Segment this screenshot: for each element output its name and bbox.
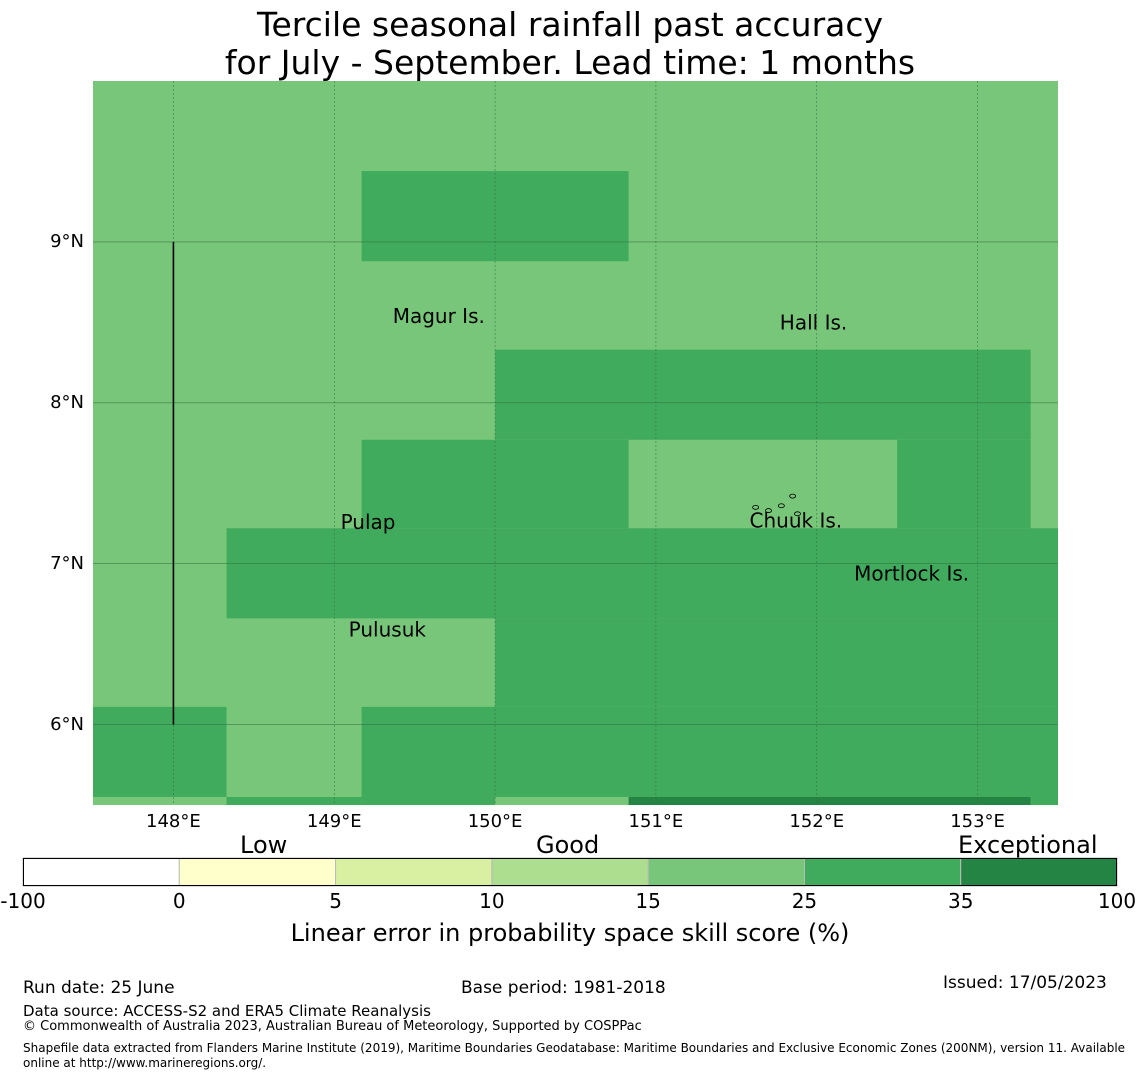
skill-region [93, 706, 227, 797]
longitude-tick-label: 149°E [306, 811, 362, 832]
colorbar-tick-label: -100 [0, 889, 46, 913]
latitude-tick-label: 9°N [50, 230, 84, 252]
skill-region [361, 439, 496, 529]
place-label: Pulap [341, 510, 396, 534]
longitude-tick-label: 148°E [146, 811, 201, 832]
longitude-tick-label: 152°E [789, 811, 845, 832]
skill-region [361, 171, 629, 262]
data-source: Data source: ACCESS-S2 and ERA5 Climate … [23, 1002, 431, 1020]
longitude-tick-label: 153°E [950, 811, 1005, 832]
colorbar-tick-label: 100 [1097, 889, 1137, 913]
skill-region [495, 618, 1058, 707]
colorbar-tick-label: 15 [635, 889, 661, 913]
run-date: Run date: 25 June [23, 978, 175, 998]
island-outline [794, 511, 801, 517]
skill-map: Magur Is. Hall Is. Pulap Chuuk Is. Mortlock … [93, 81, 1058, 805]
island-outline [752, 504, 760, 510]
colorbar-segment [22, 857, 180, 887]
skill-region [495, 439, 629, 529]
skill-region [495, 349, 1031, 440]
colorbar-segment [335, 857, 493, 887]
category-exceptional-label: Exceptional [958, 831, 1098, 859]
place-label: Magur Is. [393, 304, 485, 328]
colorbar-tick-label: 35 [947, 889, 974, 913]
colorbar-label: Linear error in probability space skill … [290, 919, 850, 947]
colorbar-tick-label: 25 [791, 889, 818, 913]
shapefile-credit: Shapefile data extracted from Flanders M… [23, 1041, 1126, 1070]
skill-region [226, 796, 362, 805]
colorbar-tick-label: 0 [172, 889, 186, 913]
skill-region [628, 796, 1031, 805]
place-label: Chuuk Is. [750, 508, 843, 532]
category-good-label: Good [536, 831, 600, 859]
longitude-tick-label: 151°E [628, 811, 684, 832]
skill-region [361, 706, 1058, 797]
island-outline [777, 503, 785, 509]
base-period: Base period: 1981-2018 [461, 978, 666, 998]
issued-date: Issued: 17/05/2023 [943, 973, 1107, 993]
colorbar-tick-label: 10 [479, 889, 505, 913]
copyright-notice: © Commonwealth of Australia 2023, Austra… [23, 1019, 642, 1034]
skill-region [1030, 796, 1058, 805]
colorbar-segment [491, 857, 649, 887]
skill-region [361, 796, 496, 805]
longitude-tick-label: 150°E [467, 811, 523, 832]
place-label: Mortlock Is. [854, 561, 969, 585]
skill-region [226, 528, 1058, 619]
latitude-tick-label: 7°N [50, 552, 84, 574]
skill-region [897, 439, 1031, 529]
latitude-tick-label: 6°N [50, 713, 84, 735]
colorbar-segment [960, 857, 1118, 887]
chart-title-line-1: Tercile seasonal rainfall past accuracy [256, 5, 884, 44]
category-low-label: Low [240, 831, 288, 859]
colorbar [22, 857, 1118, 887]
island-outline [765, 508, 772, 513]
colorbar-tick-label: 5 [329, 889, 342, 913]
place-label: Pulusuk [349, 618, 427, 642]
island-outline [789, 493, 797, 499]
chart-title-line-2: for July - September. Lead time: 1 month… [224, 43, 916, 82]
colorbar-segment [803, 857, 962, 887]
colorbar-segment [178, 857, 337, 887]
latitude-tick-label: 8°N [50, 391, 84, 413]
place-label: Hall Is. [780, 310, 847, 334]
colorbar-segment [647, 857, 805, 887]
colorbar-outline [23, 858, 1117, 886]
